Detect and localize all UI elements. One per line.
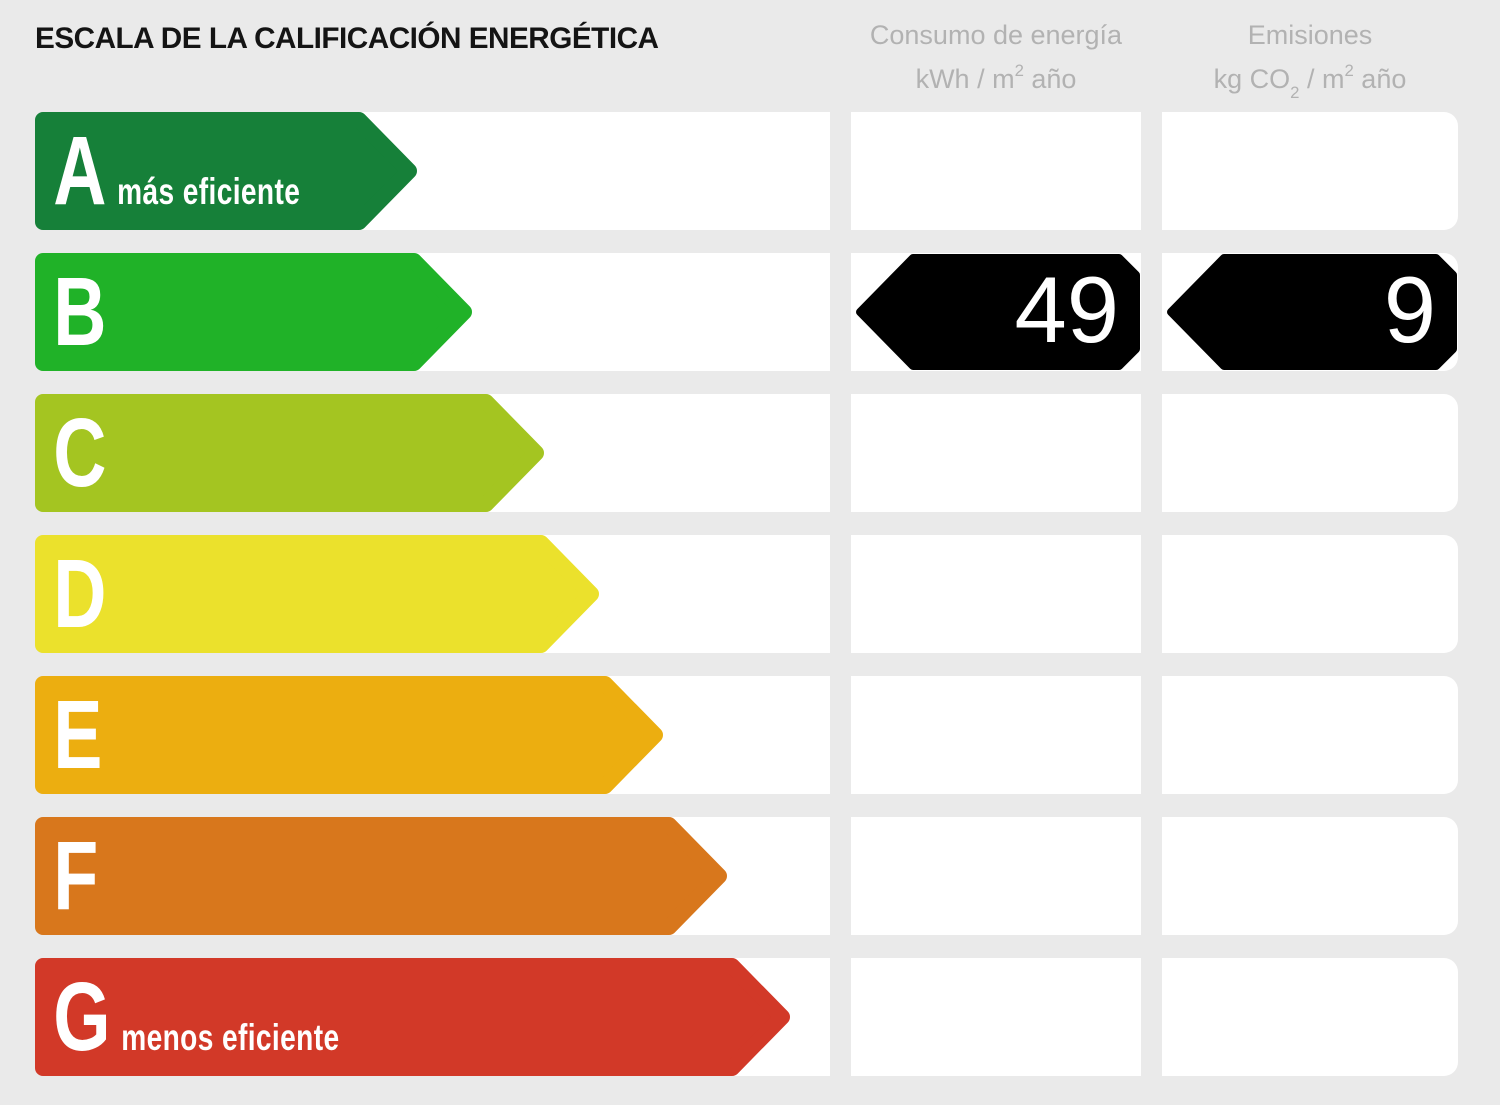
energy-value: 49 [1014,257,1119,362]
emissions-value-cell-G [1162,958,1458,1076]
emissions-value: 9 [1383,257,1436,362]
emissions-column-header: Emisiones kg CO2 / m2 año [1162,14,1458,108]
energy-column-unit: kWh / m2 año [915,61,1077,94]
emissions-value-cell-C [1162,394,1458,512]
class-letter-B: B [53,257,107,366]
class-letter-A: A [53,116,107,225]
rating-row-C: C [35,394,1500,512]
emissions-value-cell-F [1162,817,1458,935]
emissions-value-cell-B: 9 [1162,253,1458,371]
energy-value-cell-C [851,394,1141,512]
page-title: ESCALA DE LA CALIFICACIÓN ENERGÉTICA [35,22,659,55]
emissions-column-title: Emisiones [1247,20,1373,50]
scale-track-B: B [35,253,830,371]
energy-value-cell-G [851,958,1141,1076]
class-arrow-E-shape [35,676,663,794]
class-arrow-text-F: F [35,817,98,935]
class-letter-C: C [53,398,107,507]
energy-value-cell-A [851,112,1141,230]
rating-row-B: B 49 9 [35,253,1500,371]
class-arrow-text-B: B [35,253,106,371]
class-arrow-text-D: D [35,535,106,653]
class-arrow-text-E: E [35,676,102,794]
class-arrow-B [35,253,472,371]
energy-value-cell-E [851,676,1141,794]
class-arrow-D [35,535,599,653]
class-arrow-B-shape [35,253,472,371]
class-note-A: más eficiente [117,171,301,212]
class-arrow-D-shape [35,535,599,653]
energy-value-cell-F [851,817,1141,935]
rating-row-F: F [35,817,1500,935]
class-letter-F: F [53,821,99,930]
energy-value-cell-D [851,535,1141,653]
rating-row-E: E [35,676,1500,794]
class-arrow-F [35,817,727,935]
class-note-G: menos eficiente [121,1017,340,1058]
scale-track-C: C [35,394,830,512]
rating-row-D: D [35,535,1500,653]
class-arrow-G [35,958,790,1076]
emissions-value-arrow [1167,254,1457,370]
header: ESCALA DE LA CALIFICACIÓN ENERGÉTICA Con… [35,14,1500,112]
energy-value-arrow [856,254,1140,370]
emissions-value-arrow-shape [1167,254,1457,370]
emissions-column-unit: kg CO2 / m2 año [1213,61,1407,103]
class-letter-E: E [53,680,103,789]
energy-value-arrow-shape [856,254,1140,370]
scale-track-F: F [35,817,830,935]
class-arrow-A-shape [35,112,417,230]
class-letter-G: G [53,962,111,1071]
class-arrow-G-shape [35,958,790,1076]
class-arrow-F-shape [35,817,727,935]
energy-column-header: Consumo de energía kWh / m2 año [851,14,1141,98]
class-letter-D: D [53,539,107,648]
energy-column-title: Consumo de energía [869,20,1123,50]
class-arrow-A [35,112,417,230]
emissions-value-cell-D [1162,535,1458,653]
emissions-value-cell-A [1162,112,1458,230]
class-arrow-E [35,676,663,794]
class-arrow-C [35,394,544,512]
class-arrow-C-shape [35,394,544,512]
scale-track-E: E [35,676,830,794]
energy-value-cell-B: 49 [851,253,1141,371]
class-arrow-text-C: C [35,394,106,512]
scale-track-D: D [35,535,830,653]
emissions-value-cell-E [1162,676,1458,794]
